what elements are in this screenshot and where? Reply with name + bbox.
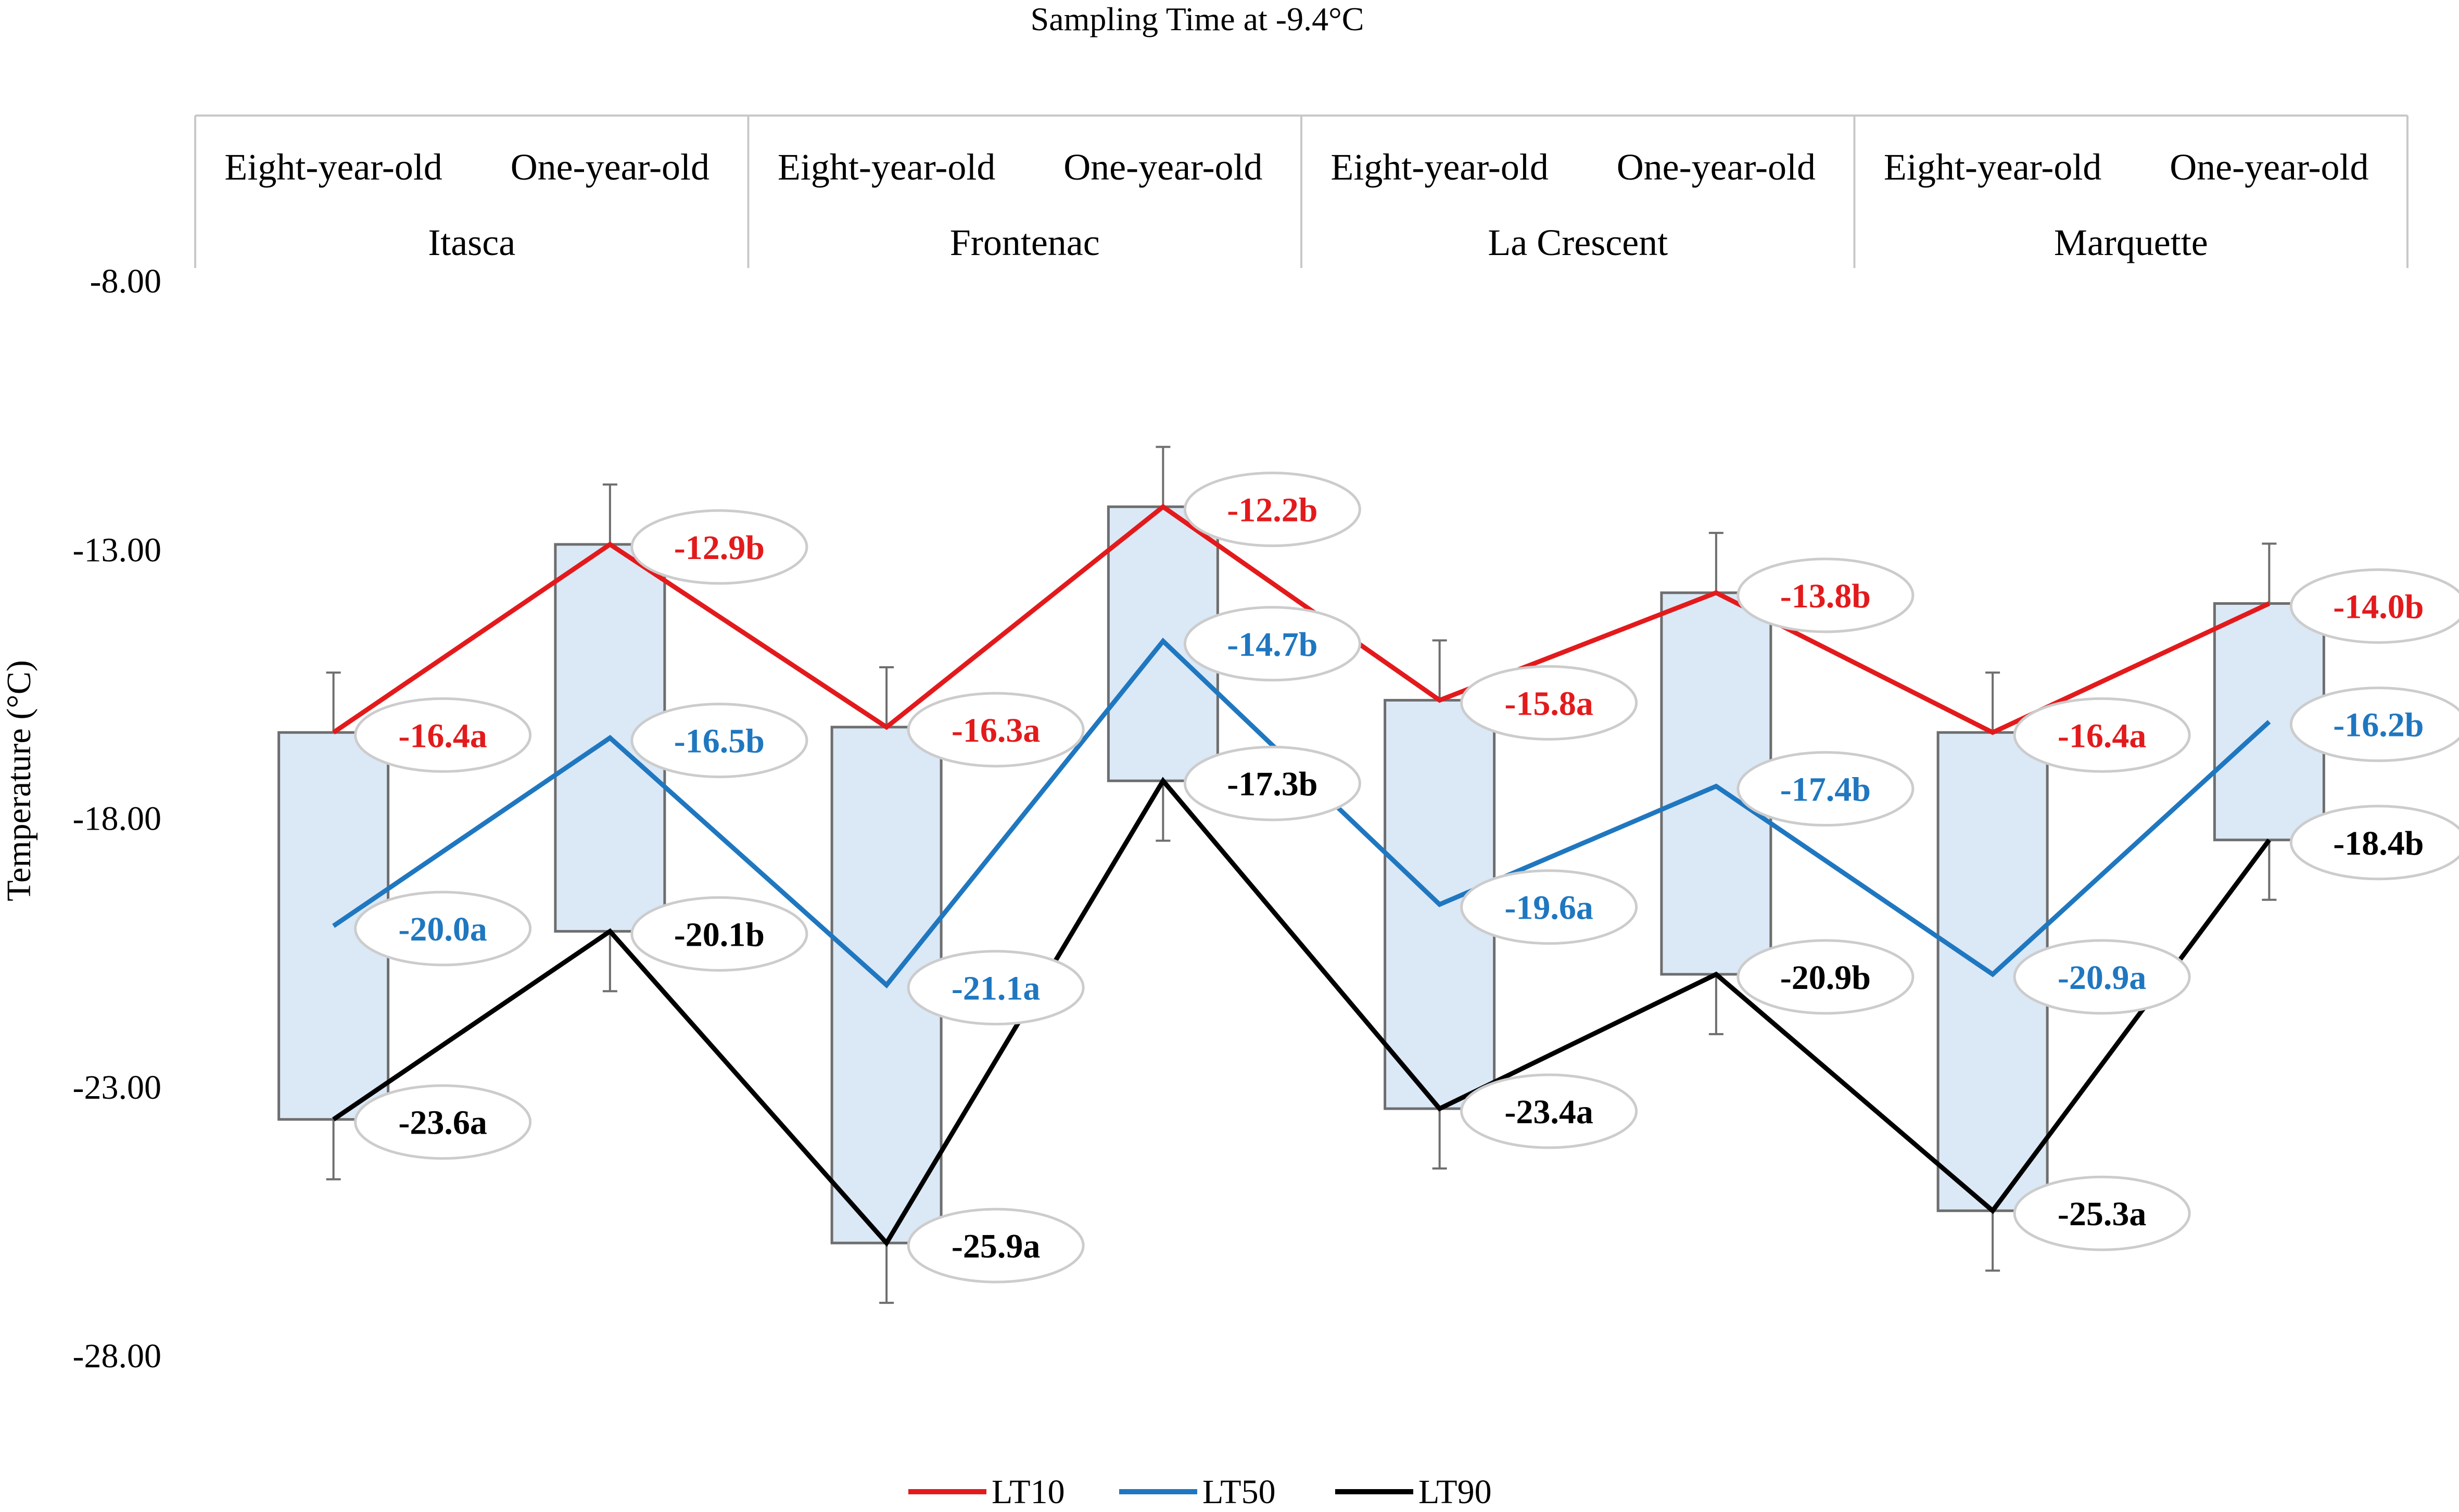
data-label: -23.4a: [1504, 1093, 1593, 1131]
data-label: -16.4a: [2058, 717, 2146, 755]
data-label: -16.2b: [2333, 706, 2424, 744]
data-label-bubble: [354, 1084, 532, 1160]
data-label: -16.4a: [398, 717, 487, 755]
data-label-bubble: [2289, 687, 2459, 763]
data-label-bubble: [630, 509, 808, 585]
y-axis: -8.00 -13.00 -18.00 -23.00 -28.00: [73, 262, 161, 1375]
category-header: Itasca Eight-year-old One-year-old Frontena…: [194, 115, 2409, 268]
age-label: Eight-year-old: [1330, 146, 1548, 188]
data-label-bubble: [1460, 665, 1638, 741]
data-label-bubble: [1183, 745, 1361, 821]
age-label: Eight-year-old: [224, 146, 442, 188]
data-label: -17.4b: [1780, 771, 1871, 809]
data-label-bubble: [1736, 751, 1915, 827]
data-label: -20.9b: [1780, 959, 1871, 997]
data-label: -20.9a: [2058, 959, 2146, 997]
y-tick-label: -23.00: [73, 1069, 161, 1107]
data-label-bubble: [1460, 869, 1638, 945]
age-label: One-year-old: [2170, 146, 2368, 188]
data-labels: -16.4a -12.9b -16.3a -12.2b -15.8a -13.8b -16.…: [354, 472, 2459, 1284]
data-label-bubble: [354, 891, 532, 967]
data-label-bubble: [1736, 939, 1915, 1015]
data-label: -17.3b: [1227, 765, 1317, 803]
age-label: One-year-old: [1617, 146, 1816, 188]
data-label-bubble: [1736, 557, 1915, 633]
data-label-bubble: [907, 692, 1085, 768]
data-label-bubble: [907, 950, 1085, 1026]
chart-title: Sampling Time at -9.4°C: [1031, 1, 1364, 37]
series-line-lt90: [332, 777, 2271, 1247]
y-tick-label: -28.00: [73, 1337, 161, 1375]
data-label: -12.9b: [674, 529, 765, 567]
data-label-bubble: [2013, 939, 2191, 1015]
data-label-bubble: [2289, 805, 2459, 881]
data-label: -16.5b: [674, 722, 765, 760]
series-line-lt10: [332, 504, 2271, 735]
data-label-bubble: [630, 896, 808, 972]
group-label: Frontenac: [950, 222, 1100, 263]
data-label: -15.8a: [1504, 684, 1593, 722]
data-label-bubble: [1183, 606, 1361, 682]
y-tick-label: -8.00: [90, 262, 161, 300]
data-label: -13.8b: [1780, 577, 1871, 615]
legend: LT10 LT50 LT90: [908, 1473, 1492, 1511]
legend-label-lt10: LT10: [992, 1473, 1065, 1511]
data-label-bubble: [2289, 568, 2459, 644]
group-label: Itasca: [428, 222, 515, 263]
legend-label-lt90: LT90: [1418, 1473, 1492, 1511]
y-tick-label: -13.00: [73, 531, 161, 569]
data-label: -20.0a: [398, 910, 487, 948]
data-label-bubble: [630, 703, 808, 779]
data-label: -20.1b: [674, 916, 765, 954]
data-label-bubble: [2013, 1175, 2191, 1251]
group-label: La Crescent: [1488, 222, 1668, 263]
data-label-bubble: [1183, 472, 1361, 548]
data-label-bubble: [1460, 1073, 1638, 1149]
data-label: -25.3a: [2058, 1195, 2146, 1233]
y-tick-label: -18.00: [73, 800, 161, 838]
data-label: -14.7b: [1227, 626, 1317, 664]
data-label-bubble: [354, 697, 532, 773]
data-label: -19.6a: [1504, 889, 1593, 927]
age-label: One-year-old: [511, 146, 709, 188]
data-label-bubble: [2013, 697, 2191, 773]
data-label: -12.2b: [1227, 491, 1317, 529]
legend-label-lt50: LT50: [1202, 1473, 1276, 1511]
data-label: -18.4b: [2333, 824, 2424, 862]
age-label: Eight-year-old: [1884, 146, 2101, 188]
age-label: Eight-year-old: [778, 146, 995, 188]
y-axis-label: Temperature (°C): [0, 660, 38, 901]
data-label: -14.0b: [2333, 588, 2424, 626]
group-label: Marquette: [2054, 222, 2208, 263]
data-label: -16.3a: [952, 711, 1040, 749]
data-label: -23.6a: [398, 1104, 487, 1142]
data-label: -21.1a: [952, 970, 1040, 1008]
data-label-bubble: [907, 1208, 1085, 1284]
data-label: -25.9a: [952, 1227, 1040, 1265]
age-label: One-year-old: [1063, 146, 1262, 188]
